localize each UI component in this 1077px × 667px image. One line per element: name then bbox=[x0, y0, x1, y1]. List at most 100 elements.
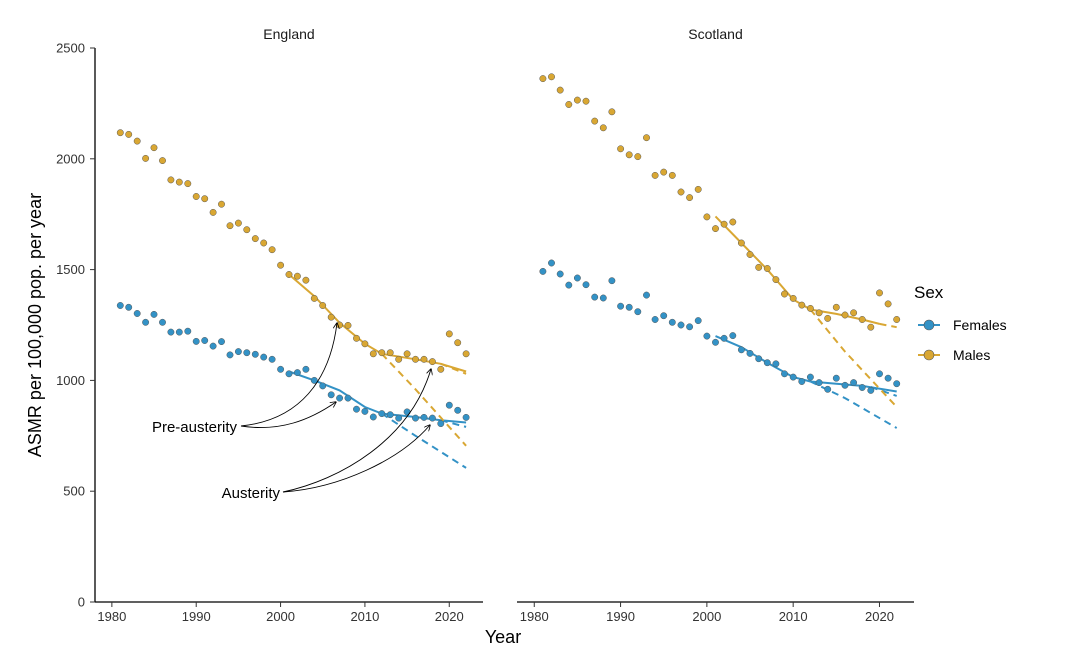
data-point-females bbox=[184, 327, 192, 335]
data-point-females bbox=[867, 386, 875, 394]
data-point-females bbox=[437, 420, 445, 428]
data-point-males bbox=[677, 188, 685, 196]
data-point-males bbox=[445, 330, 453, 338]
data-point-males bbox=[302, 276, 310, 284]
data-point-males bbox=[660, 168, 668, 176]
data-point-males bbox=[798, 301, 806, 309]
data-point-females bbox=[133, 310, 141, 317]
projection-line-pre-austerity bbox=[381, 353, 467, 447]
data-point-females bbox=[209, 342, 217, 350]
data-point-males bbox=[737, 239, 745, 247]
x-tick-label: 2000 bbox=[692, 609, 721, 624]
y-axis-title: ASMR per 100,000 pop. per year bbox=[25, 193, 45, 457]
data-point-females bbox=[243, 349, 251, 357]
data-points bbox=[116, 73, 901, 428]
data-point-females bbox=[746, 349, 754, 357]
data-point-males bbox=[617, 145, 625, 153]
projection-line-pre-austerity bbox=[381, 412, 467, 469]
data-point-males bbox=[226, 222, 234, 230]
data-point-females bbox=[302, 365, 310, 373]
y-tick-label: 1500 bbox=[56, 262, 85, 277]
data-point-females bbox=[643, 291, 650, 299]
data-point-males bbox=[832, 303, 840, 311]
data-point-males bbox=[159, 157, 166, 165]
data-point-females bbox=[361, 407, 369, 415]
data-point-males bbox=[319, 302, 327, 309]
data-point-males bbox=[395, 355, 403, 363]
data-point-females bbox=[781, 370, 788, 378]
data-point-females bbox=[824, 385, 832, 393]
data-point-males bbox=[608, 108, 616, 116]
data-point-females bbox=[806, 373, 814, 381]
data-point-males bbox=[884, 300, 892, 308]
axes bbox=[90, 47, 914, 607]
data-point-males bbox=[184, 180, 192, 188]
data-point-females bbox=[277, 365, 285, 373]
data-point-females bbox=[175, 328, 183, 336]
legend-key-males bbox=[923, 349, 935, 361]
data-point-females bbox=[729, 332, 737, 340]
data-point-males bbox=[403, 350, 411, 358]
data-point-females bbox=[445, 401, 453, 409]
data-point-males bbox=[234, 219, 242, 227]
trend-line-austerity bbox=[810, 308, 880, 325]
data-point-males bbox=[686, 194, 694, 202]
legend-title: Sex bbox=[914, 283, 944, 302]
data-point-females bbox=[858, 384, 866, 391]
data-point-males bbox=[720, 220, 728, 228]
data-point-females bbox=[815, 379, 823, 387]
data-point-females bbox=[192, 337, 200, 345]
data-point-males bbox=[369, 350, 377, 358]
data-point-females bbox=[763, 359, 771, 367]
data-point-females bbox=[344, 394, 352, 402]
data-point-males bbox=[133, 137, 141, 145]
data-point-females bbox=[125, 303, 133, 311]
data-point-males bbox=[344, 321, 352, 329]
data-point-males bbox=[260, 239, 268, 247]
data-point-females bbox=[428, 414, 436, 422]
data-point-males bbox=[893, 316, 901, 323]
data-point-females bbox=[893, 380, 901, 388]
data-point-females bbox=[539, 267, 547, 275]
data-point-females bbox=[327, 391, 335, 399]
data-point-females bbox=[634, 308, 642, 316]
data-point-males bbox=[412, 355, 419, 363]
trend-line-pre-austerity bbox=[288, 273, 383, 355]
data-point-females bbox=[285, 370, 293, 378]
data-point-males bbox=[668, 171, 676, 179]
data-point-males bbox=[781, 290, 788, 298]
data-point-females bbox=[660, 312, 668, 320]
data-point-males bbox=[867, 323, 875, 331]
data-point-females bbox=[668, 318, 676, 326]
data-point-females bbox=[395, 414, 403, 422]
trend-line-pre-austerity bbox=[714, 215, 811, 311]
data-point-males bbox=[539, 75, 547, 83]
data-point-males bbox=[150, 144, 158, 152]
data-point-males bbox=[789, 294, 797, 302]
data-point-females bbox=[832, 374, 840, 382]
arrow-austerity-females bbox=[282, 425, 430, 493]
data-point-males bbox=[454, 339, 462, 347]
data-point-females bbox=[599, 294, 607, 302]
data-point-females bbox=[420, 413, 428, 421]
x-tick-label: 1980 bbox=[97, 609, 126, 624]
data-point-females bbox=[582, 281, 590, 289]
data-point-males bbox=[625, 151, 633, 159]
data-point-males bbox=[565, 101, 573, 108]
data-point-males bbox=[462, 350, 470, 358]
y-tick-label: 2000 bbox=[56, 151, 85, 166]
y-tick-label: 1000 bbox=[56, 373, 85, 388]
y-tick-label: 2500 bbox=[56, 41, 85, 56]
data-point-females bbox=[319, 382, 327, 390]
annotations bbox=[240, 323, 431, 493]
panel-title: Scotland bbox=[688, 26, 742, 42]
data-point-females bbox=[159, 318, 166, 326]
data-point-females bbox=[260, 353, 268, 361]
trend-line-pre-austerity bbox=[715, 335, 811, 383]
data-point-females bbox=[686, 323, 694, 331]
data-point-females bbox=[651, 316, 659, 323]
y-tick-label: 500 bbox=[63, 484, 85, 499]
data-point-females bbox=[167, 328, 175, 336]
data-point-females bbox=[876, 370, 883, 378]
